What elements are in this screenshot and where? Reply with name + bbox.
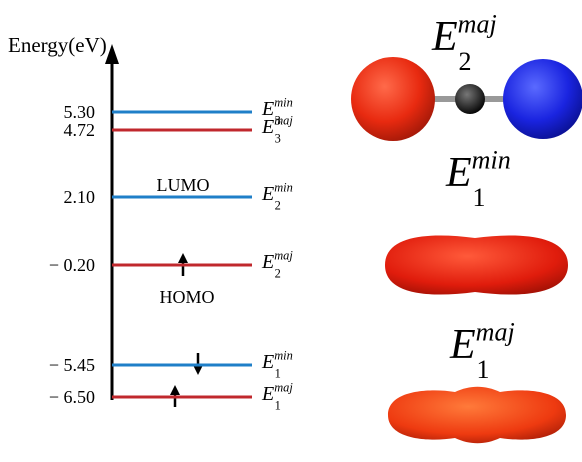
superscript: min	[274, 96, 293, 110]
energy-value: 2.10	[64, 187, 96, 207]
superscript: maj	[274, 114, 293, 128]
homo-label: HOMO	[159, 287, 214, 307]
superscript: maj	[476, 317, 515, 346]
subscript: 1	[275, 367, 281, 381]
symbol: E	[261, 351, 274, 373]
state-label: Emaj 1	[261, 381, 293, 413]
symbol: E	[261, 116, 274, 138]
energy-value: − 5.45	[49, 355, 95, 375]
subscript: 1	[472, 183, 485, 212]
state-label: Emaj 2	[431, 9, 497, 76]
energy-value: − 6.50	[49, 387, 95, 407]
symbol: E	[261, 383, 274, 405]
state-label: Emin 1	[261, 349, 293, 381]
orbital-lobe	[385, 235, 568, 294]
subscript: 2	[275, 267, 281, 281]
energy-value: 4.72	[64, 120, 96, 140]
superscript: maj	[274, 381, 293, 395]
state-label: Emaj 1	[449, 317, 515, 384]
subscript: 3	[275, 132, 281, 146]
superscript: maj	[458, 9, 497, 38]
energy-value: − 0.20	[49, 255, 95, 275]
axis-arrow	[105, 44, 119, 64]
superscript: min	[274, 181, 293, 195]
axis-label: Energy(eV)	[8, 33, 107, 57]
subscript: 2	[458, 47, 471, 76]
symbol: E	[449, 322, 476, 368]
state-label: Emaj 3	[261, 114, 293, 146]
energy-value: 5.30	[64, 102, 96, 122]
symbol: E	[445, 150, 472, 196]
subscript: 1	[476, 355, 489, 384]
superscript: min	[472, 145, 511, 174]
figure: Energy(eV) LUMO HOMO 5.30 Emin 3 4.72 Emaj 3 2…	[0, 0, 582, 462]
subscript: 2	[275, 199, 281, 213]
superscript: maj	[274, 249, 293, 263]
state-label: Emin 1	[445, 145, 511, 212]
symbol: E	[431, 14, 458, 60]
state-label: Emaj 2	[261, 249, 293, 281]
symbol: E	[261, 251, 274, 273]
superscript: min	[274, 349, 293, 363]
subscript: 1	[275, 399, 281, 413]
state-label: Emin 2	[261, 181, 293, 213]
symbol: E	[261, 183, 274, 205]
orbital-lobe	[388, 387, 566, 444]
lumo-label: LUMO	[157, 175, 210, 195]
